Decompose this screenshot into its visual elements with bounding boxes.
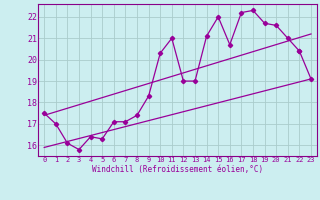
X-axis label: Windchill (Refroidissement éolien,°C): Windchill (Refroidissement éolien,°C) bbox=[92, 165, 263, 174]
